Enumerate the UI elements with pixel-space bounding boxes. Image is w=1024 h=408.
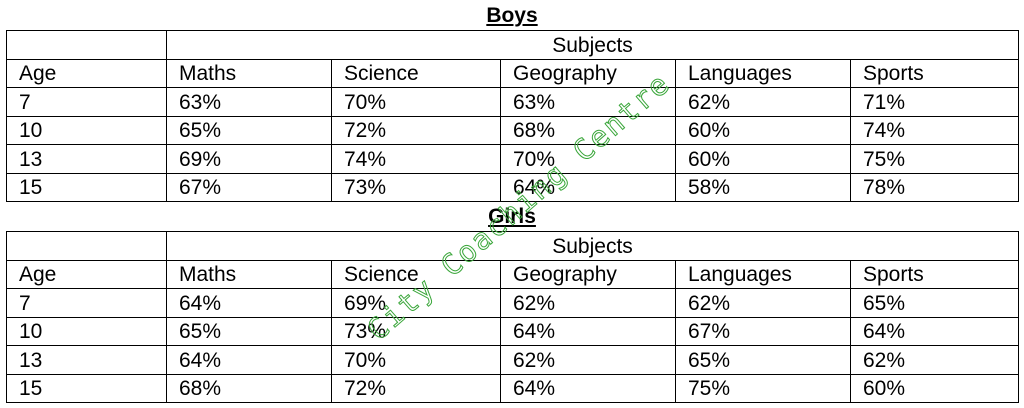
sports-cell: 78%: [849, 172, 1020, 202]
boys-group-header-row: Subjects: [6, 30, 1020, 60]
science-cell: 73%: [331, 316, 501, 346]
age-cell: 10: [6, 316, 167, 346]
boys-col-header-languages: Languages: [675, 58, 851, 88]
table-row: 10 65% 72% 68% 60% 74%: [6, 115, 1020, 145]
languages-cell: 60%: [675, 144, 851, 174]
sports-cell: 65%: [849, 288, 1020, 318]
geography-cell: 62%: [500, 345, 676, 375]
science-cell: 69%: [331, 288, 501, 318]
sports-cell: 64%: [849, 316, 1020, 346]
age-cell: 13: [6, 144, 167, 174]
age-cell: 7: [6, 87, 167, 117]
languages-cell: 65%: [675, 345, 851, 375]
table-row: 7 64% 69% 62% 62% 65%: [6, 288, 1020, 318]
girls-col-header-sports: Sports: [849, 259, 1020, 289]
age-cell: 10: [6, 115, 167, 145]
science-cell: 72%: [331, 373, 501, 403]
boys-col-header-sports: Sports: [849, 58, 1020, 88]
languages-cell: 75%: [675, 373, 851, 403]
languages-cell: 60%: [675, 115, 851, 145]
age-cell: 15: [6, 172, 167, 202]
geography-cell: 63%: [500, 87, 676, 117]
geography-cell: 64%: [500, 172, 676, 202]
maths-cell: 65%: [166, 115, 332, 145]
girls-empty-corner-cell: [6, 231, 167, 261]
languages-cell: 62%: [675, 87, 851, 117]
boys-col-header-geography: Geography: [500, 58, 676, 88]
girls-group-header-row: Subjects: [6, 231, 1020, 261]
maths-cell: 65%: [166, 316, 332, 346]
sports-cell: 60%: [849, 373, 1020, 403]
girls-title: Girls: [488, 205, 536, 228]
sports-cell: 75%: [849, 144, 1020, 174]
maths-cell: 64%: [166, 345, 332, 375]
age-cell: 7: [6, 288, 167, 318]
maths-cell: 63%: [166, 87, 332, 117]
table-row: 13 69% 74% 70% 60% 75%: [6, 144, 1020, 174]
science-cell: 74%: [331, 144, 501, 174]
maths-cell: 67%: [166, 172, 332, 202]
science-cell: 70%: [331, 345, 501, 375]
sports-cell: 71%: [849, 87, 1020, 117]
girls-subjects-header: Subjects: [165, 231, 1020, 261]
girls-col-header-geography: Geography: [500, 259, 676, 289]
boys-column-header-row: Age Maths Science Geography Languages Sp…: [6, 58, 1020, 88]
geography-cell: 64%: [500, 373, 676, 403]
girls-col-header-languages: Languages: [675, 259, 851, 289]
boys-col-header-maths: Maths: [166, 58, 332, 88]
boys-table: Subjects Age Maths Science Geography Lan…: [6, 30, 1020, 202]
maths-cell: 68%: [166, 373, 332, 403]
girls-col-header-maths: Maths: [166, 259, 332, 289]
geography-cell: 64%: [500, 316, 676, 346]
maths-cell: 64%: [166, 288, 332, 318]
boys-empty-corner-cell: [6, 30, 167, 60]
boys-title: Boys: [486, 4, 538, 27]
geography-cell: 70%: [500, 144, 676, 174]
table-row: 15 68% 72% 64% 75% 60%: [6, 373, 1020, 403]
sports-cell: 62%: [849, 345, 1020, 375]
languages-cell: 62%: [675, 288, 851, 318]
science-cell: 70%: [331, 87, 501, 117]
science-cell: 73%: [331, 172, 501, 202]
boys-col-header-age: Age: [6, 58, 167, 88]
table-row: 15 67% 73% 64% 58% 78%: [6, 172, 1020, 202]
age-cell: 13: [6, 345, 167, 375]
boys-subjects-header: Subjects: [165, 30, 1020, 60]
boys-col-header-science: Science: [331, 58, 501, 88]
girls-col-header-science: Science: [331, 259, 501, 289]
table-row: 10 65% 73% 64% 67% 64%: [6, 316, 1020, 346]
science-cell: 72%: [331, 115, 501, 145]
geography-cell: 62%: [500, 288, 676, 318]
age-cell: 15: [6, 373, 167, 403]
languages-cell: 58%: [675, 172, 851, 202]
sports-cell: 74%: [849, 115, 1020, 145]
girls-col-header-age: Age: [6, 259, 167, 289]
maths-cell: 69%: [166, 144, 332, 174]
girls-table: Subjects Age Maths Science Geography Lan…: [6, 231, 1020, 403]
geography-cell: 68%: [500, 115, 676, 145]
girls-column-header-row: Age Maths Science Geography Languages Sp…: [6, 259, 1020, 289]
table-row: 13 64% 70% 62% 65% 62%: [6, 345, 1020, 375]
languages-cell: 67%: [675, 316, 851, 346]
table-row: 7 63% 70% 63% 62% 71%: [6, 87, 1020, 117]
